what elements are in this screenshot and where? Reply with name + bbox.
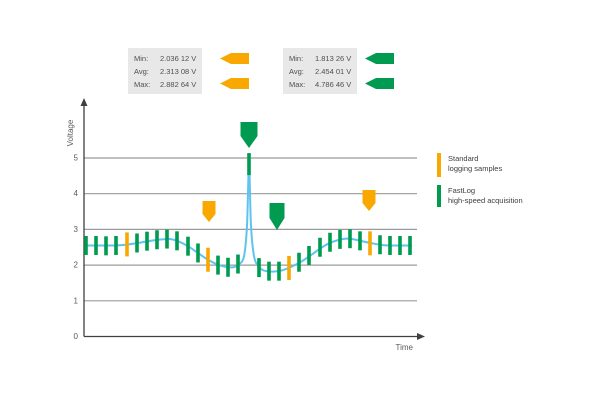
fastlog-sample-tick <box>216 255 220 275</box>
stat-value-min: 1.813 26 V <box>315 54 352 63</box>
y-axis-arrowhead-icon <box>80 98 88 106</box>
fastlog-sample-tick <box>84 235 88 255</box>
stat-row-min: Min: 2.036 12 V <box>134 52 202 65</box>
y-tick-label: 3 <box>74 225 79 234</box>
legend-fastlog-line2: high-speed acquisition <box>448 195 523 205</box>
stat-row-avg: Avg: 2.454 01 V <box>289 65 357 78</box>
standard-sample-tick <box>287 255 291 280</box>
fastlog-sample-tick <box>165 229 169 249</box>
legend-item-fastlog: FastLog high-speed acquisition <box>437 185 523 207</box>
fastlog-sample-tick <box>186 236 190 256</box>
standard-min-arrow-icon <box>220 53 249 64</box>
fastlog-sample-tick <box>338 229 342 249</box>
fastlog-sample-tick <box>196 243 200 263</box>
stat-label-avg: Avg: <box>289 67 304 76</box>
stat-row-min: Min: 1.813 26 V <box>289 52 357 65</box>
legend-item-standard: Standard logging samples <box>437 153 502 177</box>
signal-curve <box>86 164 412 273</box>
orange-down-arrow-icon <box>202 201 216 222</box>
stat-row-max: Max: 2.882 64 V <box>134 78 202 91</box>
standard-max-arrow-icon <box>220 78 249 89</box>
y-tick-label: 4 <box>74 189 79 198</box>
fastlog-sample-tick <box>114 235 118 255</box>
y-tick-label: 0 <box>74 332 79 341</box>
fastlog-sample-tick <box>257 258 261 278</box>
legend-fastlog-line1: FastLog <box>448 186 476 195</box>
orange-down-arrow-icon <box>362 190 376 211</box>
y-tick-label: 2 <box>74 261 79 270</box>
stat-value-avg: 2.313 08 V <box>160 67 197 76</box>
fastlog-sample-tick <box>378 235 382 255</box>
fastlog-sample-tick <box>145 231 149 251</box>
legend-standard-line1: Standard <box>448 154 479 163</box>
stat-label-max: Max: <box>289 80 306 89</box>
fastlog-sample-tick <box>277 261 281 281</box>
fastlog-sample-tick <box>247 153 251 176</box>
y-axis-title: Voltage <box>66 119 75 146</box>
stat-label-min: Min: <box>289 54 304 63</box>
standard-sample-tick <box>206 247 210 272</box>
fastlog-sample-tick <box>104 236 108 256</box>
fastlog-sample-tick <box>398 235 402 255</box>
stat-value-avg: 2.454 01 V <box>315 67 352 76</box>
fastlog-sample-tick <box>155 230 159 250</box>
fastlog-sample-tick <box>348 229 352 249</box>
fastlog-sample-tick <box>358 231 362 251</box>
standard-sample-tick <box>125 232 129 257</box>
stat-value-max: 2.882 64 V <box>160 80 197 89</box>
fastlog-sample-tick <box>267 261 271 281</box>
fastlog-sample-tick <box>307 245 311 265</box>
fastlog-sample-tick <box>226 257 230 277</box>
fastlog-sample-tick <box>408 235 412 255</box>
fastlog-sample-tick <box>236 254 240 274</box>
fastlog-legend-swatch <box>437 185 441 207</box>
green-down-arrow-icon <box>240 122 258 148</box>
fastlog-sample-tick <box>175 231 179 251</box>
fastlog-stats-box: Min: 1.813 26 V Avg: 2.454 01 V Max: 4.7… <box>283 48 357 94</box>
y-tick-label: 5 <box>74 154 79 163</box>
fastlog-sample-tick <box>388 235 392 255</box>
stat-label-avg: Avg: <box>134 67 149 76</box>
standard-legend-swatch <box>437 153 441 177</box>
stat-value-min: 2.036 12 V <box>160 54 197 63</box>
standard-sample-tick <box>368 231 372 256</box>
standard-stats-box: Min: 2.036 12 V Avg: 2.313 08 V Max: 2.8… <box>128 48 202 94</box>
fastlog-min-arrow-icon <box>365 53 394 64</box>
stat-value-max: 4.786 46 V <box>315 80 352 89</box>
fastlog-sample-tick <box>297 252 301 272</box>
green-down-arrow-icon <box>269 203 285 230</box>
fastlog-sample-tick <box>328 232 332 252</box>
stat-row-avg: Avg: 2.313 08 V <box>134 65 202 78</box>
y-tick-label: 1 <box>74 296 79 305</box>
stat-label-max: Max: <box>134 80 151 89</box>
legend-standard-line2: logging samples <box>448 163 503 173</box>
stat-row-max: Max: 4.786 46 V <box>289 78 357 91</box>
x-axis-arrowhead-icon <box>417 333 425 340</box>
fastlog-sample-tick <box>94 235 98 255</box>
stat-label-min: Min: <box>134 54 149 63</box>
fastlog-sample-tick <box>318 237 322 257</box>
fastlog-sample-tick <box>135 233 139 253</box>
fastlog-max-arrow-icon <box>365 78 394 89</box>
x-axis-title: Time <box>396 343 414 352</box>
